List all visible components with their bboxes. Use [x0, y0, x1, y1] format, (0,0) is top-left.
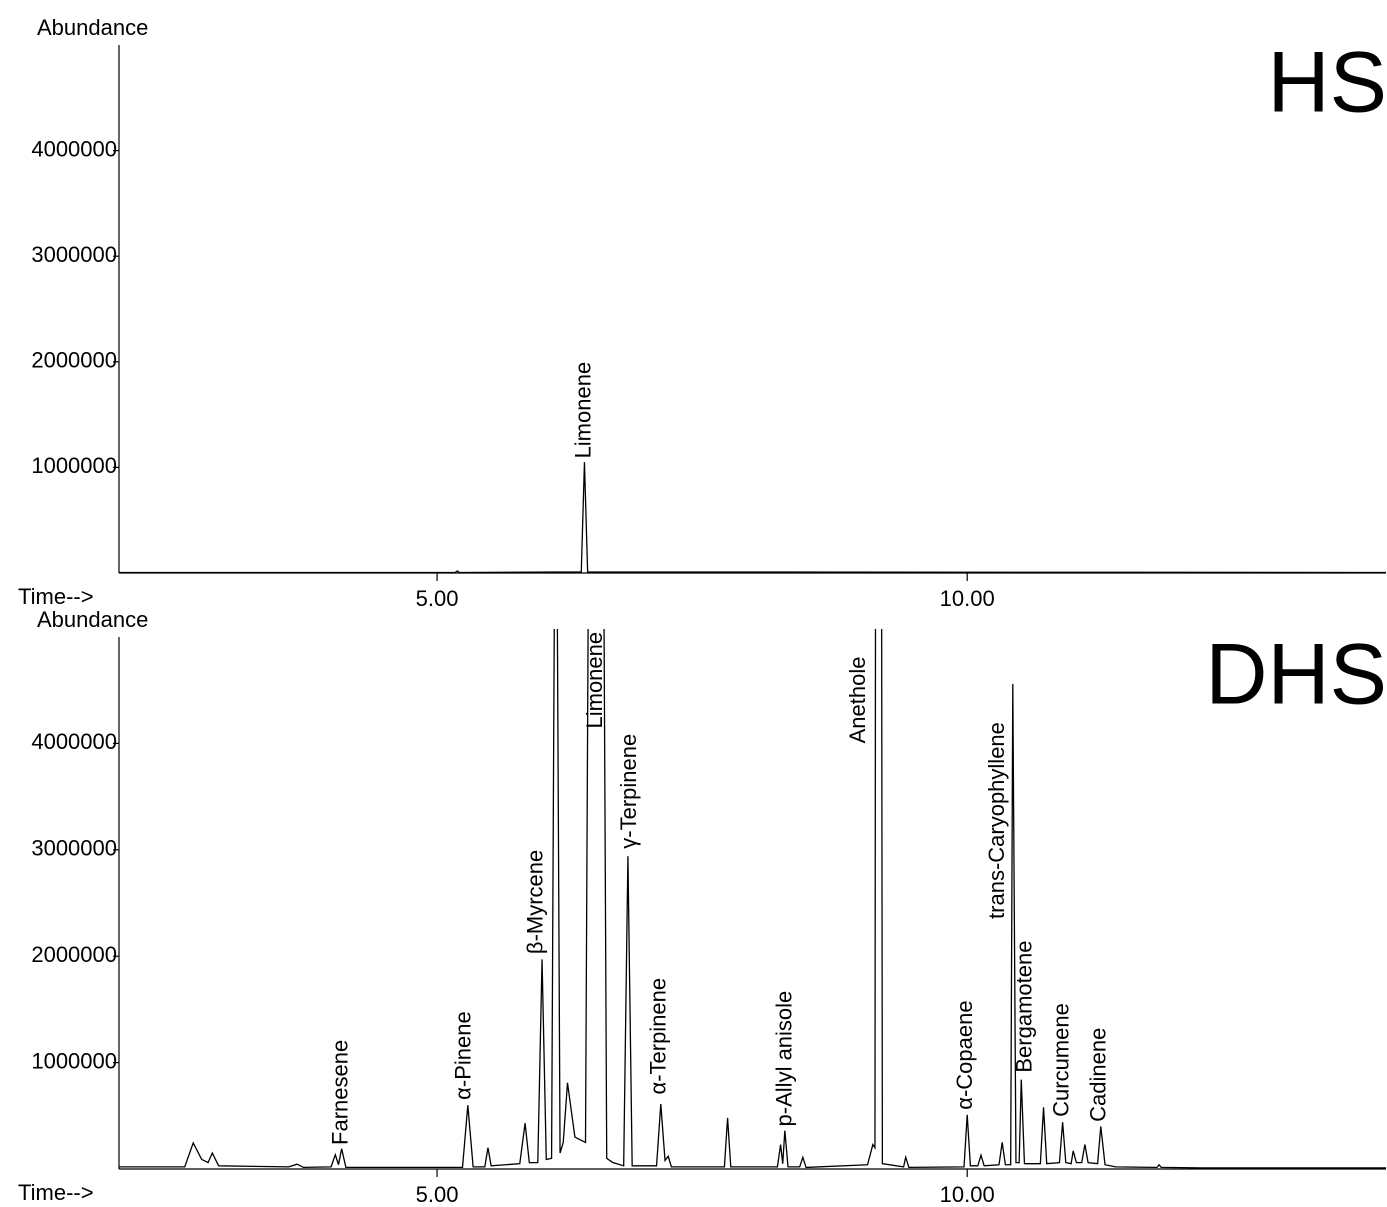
y-tick-label: 4000000: [31, 136, 117, 161]
peak-label: trans-Caryophyllene: [984, 722, 1009, 919]
chromatogram-line: [119, 462, 1386, 573]
y-axis-label: Abundance: [37, 15, 148, 40]
y-tick-label: 2000000: [31, 348, 117, 373]
y-tick-label: 1000000: [31, 1048, 117, 1073]
panel-title: HS: [1268, 35, 1387, 131]
peak-label: Limonene: [570, 362, 595, 459]
panel: Abundance Time--> HS 1000000 2000000 3000000 4…: [18, 15, 1387, 611]
y-tick-label: 3000000: [31, 836, 117, 861]
peak-label: Anethole: [845, 657, 870, 744]
x-tick-label: 10.00: [940, 1182, 995, 1207]
peak-label: α-Pinene: [450, 1011, 475, 1100]
y-axis-label: Abundance: [37, 607, 148, 632]
chromatogram-line: [119, 629, 1386, 1169]
peak-label: α-Copaene: [952, 1000, 977, 1109]
peak-label: γ-Terpinene: [616, 734, 641, 849]
y-tick-label: 4000000: [31, 729, 117, 754]
x-tick-label: 10.00: [940, 586, 995, 611]
peak-label: Cadinene: [1086, 1028, 1111, 1122]
y-tick-label: 3000000: [31, 242, 117, 267]
peak-label: Curcumene: [1048, 1003, 1073, 1117]
peak-label: p-Allyl anisole: [772, 991, 797, 1127]
peak-label: Bergamotene: [1011, 941, 1036, 1073]
x-axis-label: Time-->: [18, 1180, 94, 1205]
panel-title: DHS: [1205, 627, 1387, 723]
x-tick-label: 5.00: [416, 1182, 459, 1207]
y-tick-label: 2000000: [31, 942, 117, 967]
peak-label: α-Terpinene: [646, 978, 671, 1095]
peak-label: β-Myrcene: [523, 850, 548, 954]
panel: Abundance Time--> DHS 1000000 2000000 3000000…: [18, 607, 1387, 1207]
peak-label: Farnesene: [327, 1040, 352, 1145]
y-tick-label: 1000000: [31, 453, 117, 478]
x-axis-label: Time-->: [18, 584, 94, 609]
peak-label: Limonene: [582, 632, 607, 729]
x-tick-label: 5.00: [416, 586, 459, 611]
